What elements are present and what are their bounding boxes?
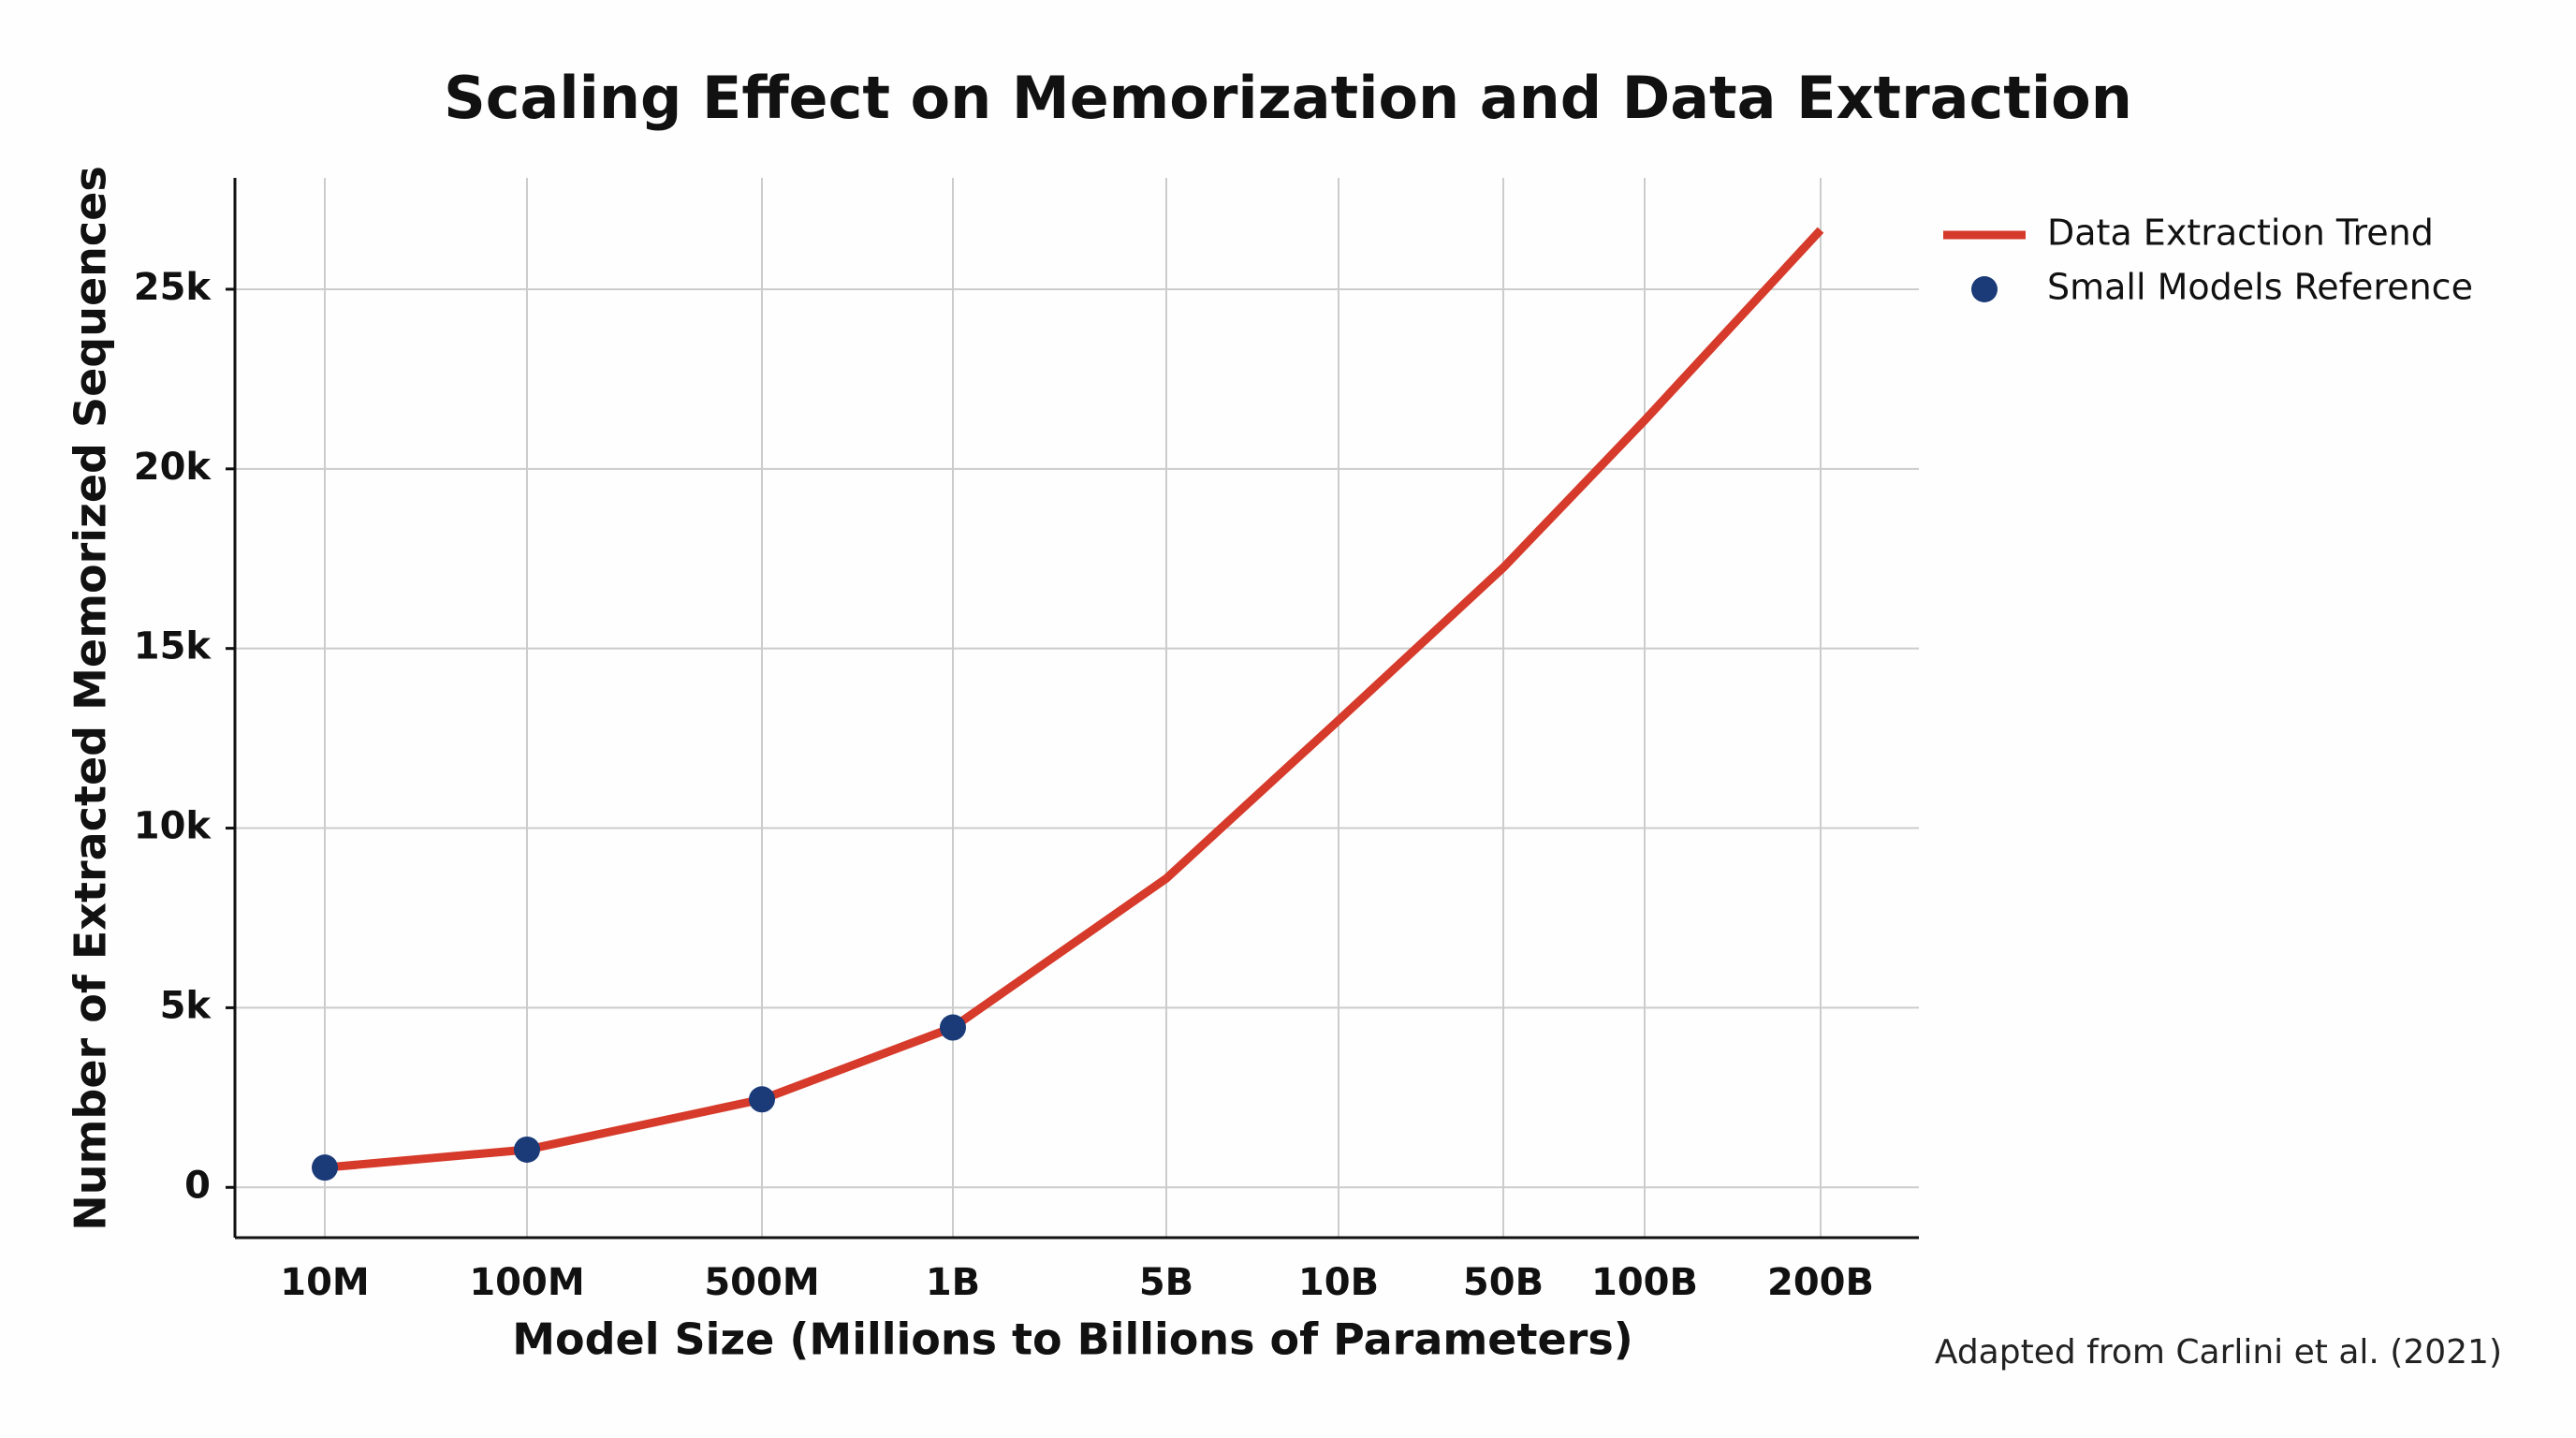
y-tick-label: 0: [184, 1164, 211, 1207]
x-tick-label: 500M: [704, 1261, 819, 1304]
y-tick-label: 15k: [134, 625, 212, 668]
x-tick-label: 200B: [1767, 1261, 1874, 1304]
data-point: [312, 1154, 338, 1181]
legend-swatch: [1971, 276, 1998, 302]
x-axis-label: Model Size (Millions to Billions of Para…: [512, 1314, 1633, 1365]
data-point: [940, 1014, 966, 1041]
y-tick-label: 25k: [134, 266, 212, 309]
x-tick-label: 1B: [926, 1261, 980, 1304]
data-point: [749, 1086, 775, 1113]
x-tick-label: 50B: [1463, 1261, 1544, 1304]
y-axis-label: Number of Extracted Memorized Sequences: [66, 166, 116, 1231]
x-tick-label: 10M: [280, 1261, 369, 1304]
data-line: [324, 227, 1824, 1172]
x-tick-label: 100B: [1591, 1261, 1698, 1304]
y-tick-label: 10k: [134, 805, 212, 848]
chart-title: Scaling Effect on Memorization and Data …: [444, 64, 2132, 132]
annotation: Adapted from Carlini et al. (2021): [1935, 1333, 2502, 1372]
y-tick-label: 20k: [134, 446, 212, 489]
x-tick-label: 5B: [1139, 1261, 1193, 1304]
x-tick-label: 10B: [1298, 1261, 1379, 1304]
y-tick-label: 5k: [160, 984, 212, 1027]
legend-label: Small Models Reference: [2047, 267, 2473, 308]
legend-label: Data Extraction Trend: [2047, 213, 2434, 254]
x-tick-label: 100M: [469, 1261, 584, 1304]
data-point: [514, 1136, 540, 1163]
